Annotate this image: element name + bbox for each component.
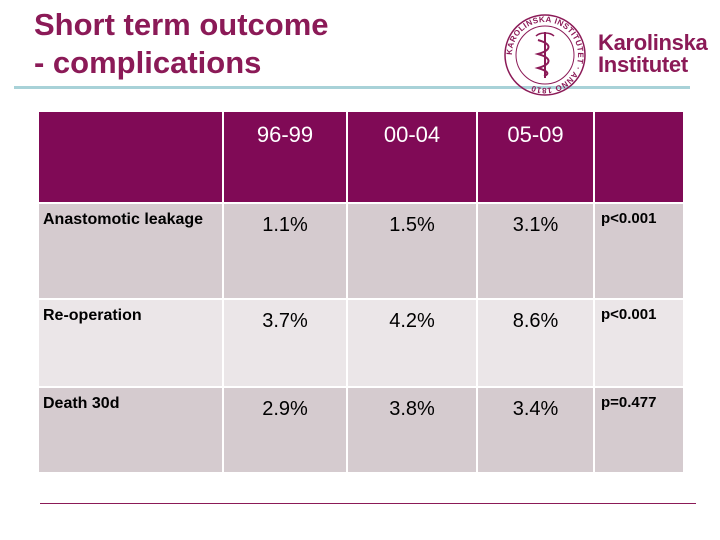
footer-divider bbox=[40, 503, 696, 504]
title-underline bbox=[14, 86, 690, 89]
header-period-96-99: 96-99 bbox=[224, 112, 346, 202]
table-header-row: 96-99 00-04 05-09 bbox=[39, 112, 683, 202]
p-value-cell: p<0.001 bbox=[595, 204, 683, 298]
slide-title-line1: Short term outcome bbox=[34, 7, 329, 42]
row-label: Death 30d bbox=[39, 388, 222, 472]
value-cell: 3.8% bbox=[348, 388, 476, 472]
slide-title: Short term outcome - complications bbox=[34, 6, 454, 82]
p-value-cell: p=0.477 bbox=[595, 388, 683, 472]
row-label: Anastomotic leakage bbox=[39, 204, 222, 298]
header-period-05-09: 05-09 bbox=[478, 112, 593, 202]
complications-table: 96-99 00-04 05-09 Anastomotic leakage 1.… bbox=[37, 110, 685, 474]
karolinska-seal-logo: KAROLINSKA INSTITUTET · ANNO 1810 bbox=[504, 14, 586, 96]
header-period-00-04: 00-04 bbox=[348, 112, 476, 202]
table-row: Anastomotic leakage 1.1% 1.5% 3.1% p<0.0… bbox=[39, 204, 683, 298]
value-cell: 1.5% bbox=[348, 204, 476, 298]
header-blank-left bbox=[39, 112, 222, 202]
value-cell: 2.9% bbox=[224, 388, 346, 472]
wordmark-line1: Karolinska bbox=[598, 30, 708, 55]
header-blank-right bbox=[595, 112, 683, 202]
value-cell: 3.1% bbox=[478, 204, 593, 298]
wordmark-line2: Institutet bbox=[598, 52, 688, 77]
table-row: Re-operation 3.7% 4.2% 8.6% p<0.001 bbox=[39, 300, 683, 386]
value-cell: 3.7% bbox=[224, 300, 346, 386]
value-cell: 3.4% bbox=[478, 388, 593, 472]
value-cell: 4.2% bbox=[348, 300, 476, 386]
karolinska-wordmark: Karolinska Institutet bbox=[598, 32, 708, 76]
p-value-cell: p<0.001 bbox=[595, 300, 683, 386]
value-cell: 1.1% bbox=[224, 204, 346, 298]
slide-title-line2: - complications bbox=[34, 45, 262, 80]
table-row: Death 30d 2.9% 3.8% 3.4% p=0.477 bbox=[39, 388, 683, 472]
value-cell: 8.6% bbox=[478, 300, 593, 386]
row-label: Re-operation bbox=[39, 300, 222, 386]
